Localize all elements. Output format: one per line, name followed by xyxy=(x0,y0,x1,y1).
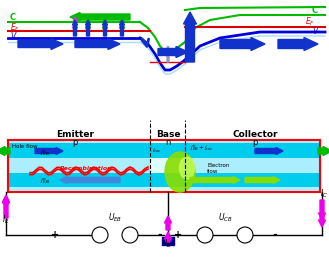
Text: C: C xyxy=(10,13,16,22)
FancyArrow shape xyxy=(318,215,325,227)
Bar xyxy=(8,140,320,192)
FancyArrow shape xyxy=(278,38,318,50)
FancyArrow shape xyxy=(70,13,130,22)
FancyArrow shape xyxy=(0,146,10,155)
FancyArrow shape xyxy=(103,20,108,36)
FancyArrow shape xyxy=(3,195,10,205)
Circle shape xyxy=(122,227,138,243)
FancyArrow shape xyxy=(86,20,90,36)
Text: $j^h_{EB}+j_{rec}$: $j^h_{EB}+j_{rec}$ xyxy=(190,142,214,153)
Text: p: p xyxy=(252,138,258,147)
Bar xyxy=(8,173,320,187)
FancyArrow shape xyxy=(318,146,329,155)
Text: Collector: Collector xyxy=(232,130,278,139)
FancyArrow shape xyxy=(72,20,78,36)
Text: Recombination: Recombination xyxy=(60,166,113,171)
FancyArrow shape xyxy=(72,18,78,32)
FancyArrow shape xyxy=(255,148,283,155)
Text: $I_E$: $I_E$ xyxy=(2,213,10,225)
Text: C: C xyxy=(312,6,318,15)
FancyArrow shape xyxy=(75,39,120,50)
FancyArrow shape xyxy=(245,176,280,183)
Ellipse shape xyxy=(180,157,194,179)
Text: $U_{EB}$: $U_{EB}$ xyxy=(108,212,122,225)
Circle shape xyxy=(197,227,213,243)
Text: $j^e_{EB}$: $j^e_{EB}$ xyxy=(40,177,50,186)
Text: n: n xyxy=(165,138,171,147)
Circle shape xyxy=(92,227,108,243)
FancyArrow shape xyxy=(184,12,196,62)
FancyArrow shape xyxy=(103,18,108,32)
Text: -: - xyxy=(158,230,162,240)
Text: $i_{rec}$: $i_{rec}$ xyxy=(152,146,162,155)
Text: Electron
flow: Electron flow xyxy=(207,163,229,174)
Text: $E_F$: $E_F$ xyxy=(305,16,315,29)
Text: $I_B$: $I_B$ xyxy=(164,238,172,251)
Text: +: + xyxy=(174,230,182,240)
Circle shape xyxy=(237,227,253,243)
Text: +: + xyxy=(51,230,59,240)
Bar xyxy=(8,140,150,192)
FancyArrow shape xyxy=(158,46,188,57)
Bar xyxy=(185,140,320,192)
Bar xyxy=(162,237,174,245)
Text: Hole flow: Hole flow xyxy=(12,144,38,149)
Text: $V$: $V$ xyxy=(312,25,320,36)
FancyArrow shape xyxy=(86,18,90,32)
Text: -: - xyxy=(273,230,277,240)
FancyArrow shape xyxy=(220,38,265,50)
Ellipse shape xyxy=(165,152,195,192)
FancyArrow shape xyxy=(18,39,63,50)
FancyArrow shape xyxy=(3,196,10,218)
FancyArrow shape xyxy=(60,176,120,183)
Text: $j^h_{EB}$: $j^h_{EB}$ xyxy=(40,147,50,158)
FancyArrow shape xyxy=(318,200,325,220)
Text: $E_F$: $E_F$ xyxy=(10,21,20,34)
Text: $V$: $V$ xyxy=(10,30,18,41)
FancyArrow shape xyxy=(190,176,240,183)
Bar xyxy=(150,140,185,192)
FancyArrow shape xyxy=(164,232,171,242)
FancyArrow shape xyxy=(119,18,124,32)
FancyArrow shape xyxy=(164,216,171,230)
Text: $U_{CB}$: $U_{CB}$ xyxy=(218,212,232,225)
FancyArrow shape xyxy=(166,46,170,62)
Text: p: p xyxy=(72,138,78,147)
Bar xyxy=(8,143,320,158)
FancyArrow shape xyxy=(35,148,63,155)
Text: Base: Base xyxy=(156,130,180,139)
Text: Emitter: Emitter xyxy=(56,130,94,139)
Text: $I_C$: $I_C$ xyxy=(320,187,328,199)
FancyArrow shape xyxy=(119,20,124,36)
